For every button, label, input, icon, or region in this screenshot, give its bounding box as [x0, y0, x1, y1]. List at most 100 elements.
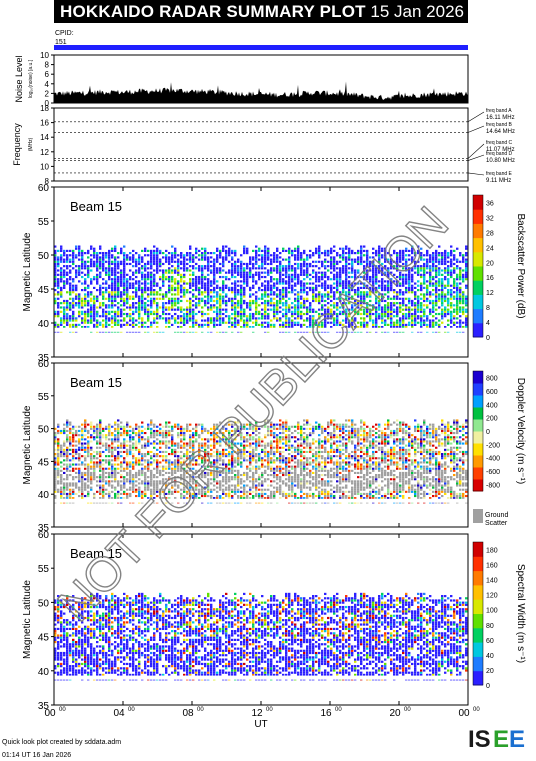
power-cell — [117, 308, 120, 311]
power-cell — [453, 284, 456, 287]
power-cell — [165, 308, 168, 311]
power-cell — [363, 321, 366, 324]
velocity-cell — [63, 488, 66, 491]
power-cell — [279, 280, 282, 283]
power-cell — [345, 262, 348, 266]
power-cell — [438, 306, 441, 309]
power-cell — [321, 278, 324, 281]
power-cell — [159, 262, 162, 266]
power-cell — [195, 275, 198, 279]
noise-ylabel-sub: log₁₀(noise) [a.u.] — [28, 59, 34, 98]
power-cell — [387, 310, 390, 313]
power-cell — [216, 291, 219, 294]
power-cell — [81, 271, 84, 274]
velocity-cell — [66, 438, 69, 441]
power-cell — [240, 254, 243, 257]
power-cell — [141, 282, 144, 285]
power-cell — [144, 289, 147, 292]
power-cell — [297, 247, 300, 250]
power-cell — [186, 306, 189, 309]
power-cell — [417, 271, 420, 274]
velocity-cell — [132, 490, 135, 493]
power-cell — [267, 289, 270, 292]
power-cell — [357, 262, 360, 266]
power-cell — [342, 280, 345, 283]
power-cell — [189, 278, 192, 281]
power-cell — [363, 278, 366, 281]
power-cell — [78, 280, 81, 283]
power-cell — [342, 282, 345, 285]
velocity-cell — [108, 494, 111, 498]
power-cell — [318, 297, 321, 300]
velocity-cell — [168, 497, 171, 500]
power-cell — [141, 317, 144, 320]
power-cell — [417, 267, 420, 270]
velocity-cell — [72, 488, 75, 491]
power-cell — [213, 252, 216, 255]
power-cell — [312, 308, 315, 311]
power-cell — [216, 258, 219, 261]
power-cell — [231, 262, 234, 266]
power-cell — [375, 306, 378, 309]
power-cell — [465, 302, 468, 305]
power-cell — [438, 262, 441, 266]
power-cell — [306, 317, 309, 320]
power-cell — [351, 249, 354, 253]
power-cell — [435, 256, 438, 259]
power-cell — [234, 267, 237, 270]
velocity-cell — [147, 497, 150, 500]
velocity-cell — [99, 484, 102, 487]
power-cell — [336, 271, 339, 274]
power-cell — [372, 312, 375, 316]
power-cell — [87, 291, 90, 294]
power-cell — [171, 245, 174, 248]
power-cell — [117, 310, 120, 313]
velocity-cell — [126, 488, 129, 491]
power-cell — [294, 289, 297, 292]
velocity-cell — [105, 480, 108, 483]
velocity-cell — [180, 429, 183, 433]
power-cell — [183, 256, 186, 259]
power-cell — [375, 286, 378, 289]
power-cell — [414, 260, 417, 263]
power-cell — [123, 258, 126, 261]
power-cell — [183, 265, 186, 268]
power-cell — [462, 302, 465, 305]
velocity-cell — [81, 486, 84, 489]
power-cell — [102, 323, 105, 326]
velocity-cell — [177, 455, 180, 458]
power-cell — [351, 319, 354, 322]
power-cell — [456, 275, 459, 279]
power-cell — [306, 297, 309, 300]
power-cell — [186, 315, 189, 318]
velocity-cell — [117, 438, 120, 441]
velocity-cell — [93, 432, 96, 435]
power-cell — [285, 265, 288, 268]
power-cell — [297, 267, 300, 270]
power-colorbar-segment — [473, 195, 483, 210]
power-cell — [63, 273, 66, 276]
power-cell — [441, 258, 444, 261]
power-cell — [183, 258, 186, 261]
power-cell — [342, 258, 345, 261]
power-cell — [396, 284, 399, 287]
power-cell — [375, 310, 378, 313]
power-cell — [429, 280, 432, 283]
power-cell — [294, 321, 297, 324]
power-cell — [204, 323, 207, 326]
power-cell — [57, 315, 60, 318]
power-cell — [129, 269, 132, 272]
power-cell — [291, 312, 294, 316]
velocity-cell — [84, 465, 87, 468]
velocity-cell — [174, 423, 177, 426]
power-cell — [402, 293, 405, 296]
power-cell — [342, 254, 345, 257]
velocity-cell — [84, 457, 87, 460]
power-cell — [240, 312, 243, 316]
power-cell — [408, 291, 411, 294]
power-cell — [465, 315, 468, 318]
power-cell — [228, 321, 231, 324]
power-cell — [141, 321, 144, 324]
power-cell — [414, 271, 417, 274]
power-cell — [78, 273, 81, 276]
